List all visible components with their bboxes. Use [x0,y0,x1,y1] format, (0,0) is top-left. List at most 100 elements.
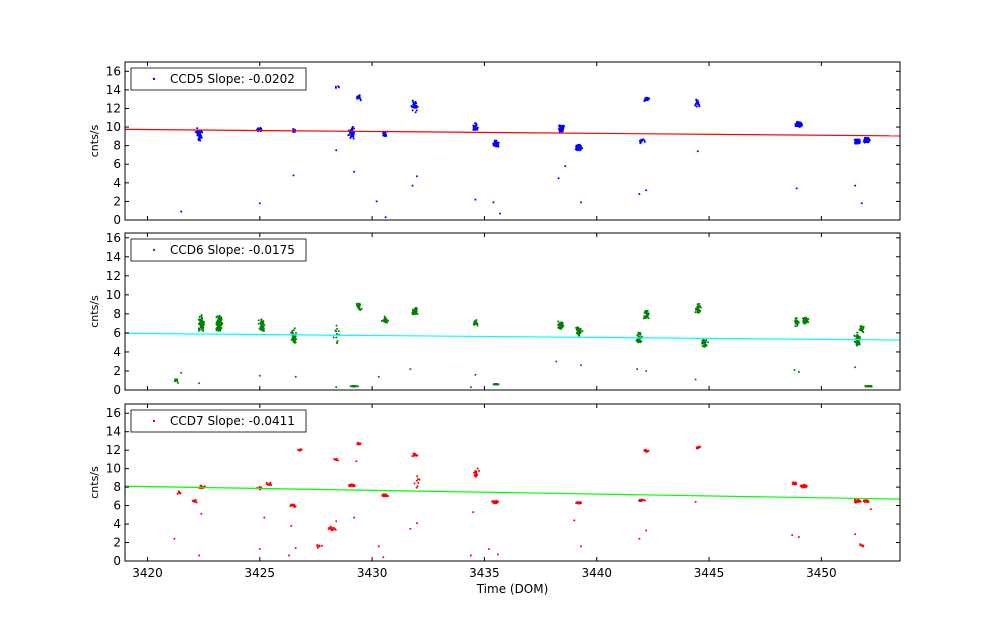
ccd5-data-point [260,127,263,130]
ccd6-data-point [853,334,856,337]
ccd6-data-point [337,330,340,332]
ccd5-y-tick-label: 8 [113,139,121,153]
ccd7-data-point [288,554,290,557]
ccd5-data-point [866,140,868,143]
ccd5-data-point [293,128,296,131]
ccd5-data-point [854,184,857,187]
ccd5-data-point [561,127,564,130]
ccd5-data-point [351,126,354,129]
ccd6-data-point [861,327,864,330]
ccd6-data-point [639,333,642,336]
ccd5-data-point [352,137,355,140]
ccd5-data-point [413,102,416,105]
ccd6-data-point [645,370,648,372]
ccd6-data-point [415,312,418,315]
ccd7-data-point [638,500,641,503]
ccd7-data-point [416,522,418,525]
ccd6-y-tick-label: 4 [113,345,121,359]
ccd5-legend-box [130,67,307,91]
ccd7-data-point [413,482,416,485]
ccd7-data-point [859,500,862,503]
ccd6-data-point [200,328,203,331]
ccd7-data-point [268,482,271,485]
ccd5-data-point [375,200,378,203]
ccd6-data-point [707,341,710,344]
ccd7-legend-label: CCD7 Slope: -0.0411 [170,414,295,428]
ccd7-data-point [861,545,864,548]
ccd6-data-point [220,327,223,330]
ccd6-data-point [580,364,582,367]
ccd6-data-point [559,327,562,330]
ccd5-data-point [497,143,500,146]
ccd7-data-point [854,533,857,536]
ccd5-data-point [383,133,386,136]
ccd5-data-point [696,101,699,104]
ccd6-y-tick-label: 2 [113,364,121,378]
ccd7-data-point [178,491,181,494]
ccd5-data-point [867,136,870,139]
ccd7-data-point [418,478,421,481]
ccd7-data-point [496,553,499,556]
ccd5-y-tick-label: 0 [113,213,121,227]
ccd6-data-point [260,318,263,321]
ccd6-data-point [335,332,338,335]
ccd5-data-point [196,127,199,130]
ccd5-data-point [558,130,561,133]
ccd5-x-ticks [146,62,822,220]
ccd5-data-points [180,85,871,219]
ccd6-data-point [701,345,704,348]
ccd6-data-point [858,343,861,346]
ccd7-data-point [417,482,420,484]
ccd6-data-point [860,329,863,332]
ccd6-data-point [202,321,205,324]
panel-ccd5: 0 2 4 6 8 10 12 14 16 cnts/s CCD5 Slope: -0.0202 [88,61,901,227]
ccd5-data-point [358,95,361,98]
ccd5-data-point [356,97,359,100]
ccd7-data-point [290,524,293,527]
ccd6-data-point [261,321,264,324]
ccd6-data-point [854,366,857,369]
ccd7-y-tick-label: 4 [113,517,121,531]
ccd5-data-point [414,111,417,114]
ccd6-data-point [497,383,500,386]
ccd5-legend: CCD5 Slope: -0.0202 [130,67,307,91]
ccd5-data-point [494,145,497,148]
ccd6-data-point [217,326,220,329]
ccd6-data-point [384,320,387,323]
ccd7-data-point [353,484,356,487]
ccd6-data-point [561,321,564,324]
ccd6-data-point [555,360,558,363]
ccd6-data-point [332,336,335,339]
ccd7-data-point [494,500,497,503]
ccd7-x-tick-label: 3420 [132,566,163,580]
ccd5-data-point [410,105,413,107]
ccd6-data-point [335,330,338,333]
ccd6-data-point [698,310,701,313]
ccd6-y-tick-label: 0 [113,383,121,397]
ccd6-data-point [294,375,297,378]
ccd7-data-point [694,500,697,503]
ccd6-data-point [562,325,564,328]
ccd7-data-point [173,537,176,540]
ccd6-data-point [859,325,862,328]
ccd5-data-point [415,109,418,112]
ccd7-y-tick-label: 8 [113,480,121,494]
ccd5-data-point [258,202,261,205]
ccd6-data-point [578,330,581,333]
ccd7-y-tick-label: 16 [106,406,121,420]
ccd6-data-point [200,320,202,323]
ccd5-data-point [413,105,416,108]
ccd6-data-point [216,319,219,322]
ccd6-y-axis-label: cnts/s [88,295,101,328]
ccd6-data-point [290,331,293,334]
ccd6-data-point [216,326,219,329]
ccd5-data-point [864,139,867,142]
ccd5-data-point [197,138,200,141]
ccd7-data-point [865,499,868,502]
ccd6-data-point [336,327,339,330]
ccd6-data-point [411,311,414,314]
ccd5-data-point [495,139,498,142]
ccd5-data-point [415,102,418,105]
